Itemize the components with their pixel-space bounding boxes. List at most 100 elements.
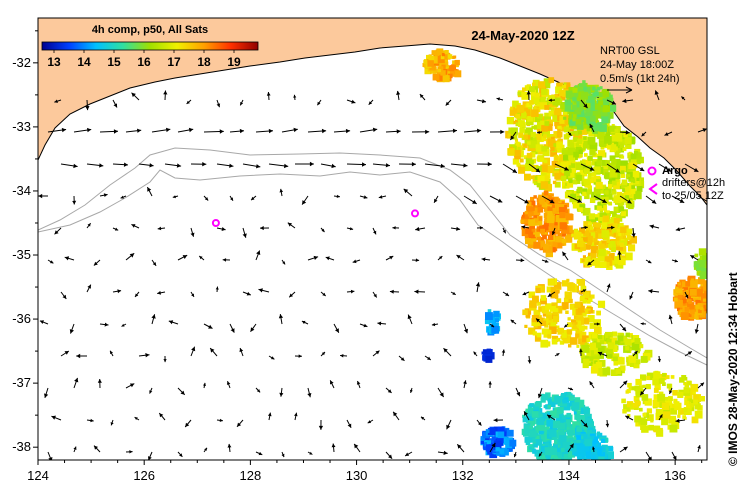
sst-pixel [557, 198, 560, 201]
sst-pixel [568, 155, 573, 160]
sst-pixel [589, 213, 595, 219]
sst-pixel [686, 404, 690, 408]
sst-pixel [432, 50, 437, 55]
sst-pixel [626, 390, 629, 393]
sst-pixel [622, 409, 626, 413]
sst-pixel [509, 440, 516, 447]
sst-pixel [557, 407, 563, 413]
sst-pixel [599, 249, 606, 256]
sst-pixel [529, 86, 535, 92]
sst-pixel [547, 334, 551, 338]
sst-pixel [547, 211, 552, 216]
sst-pixel [573, 152, 579, 158]
sst-pixel [620, 144, 624, 148]
sst-pixel [530, 430, 537, 437]
sst-pixel [553, 181, 556, 184]
sst-pixel [588, 137, 596, 145]
sst-pixel [633, 403, 638, 408]
sst-pixel [568, 430, 574, 436]
sst-pixel [481, 441, 484, 444]
sst-pixel [550, 147, 554, 151]
sst-pixel [601, 439, 605, 443]
sst-pixel [707, 258, 715, 266]
sst-pixel [707, 298, 713, 304]
sst-pixel [562, 333, 567, 338]
sst-pixel [620, 243, 624, 247]
sst-pixel [586, 338, 590, 342]
sst-pixel [540, 157, 544, 161]
sst-pixel [569, 395, 574, 400]
sst-pixel [492, 437, 496, 441]
sst-pixel [529, 426, 533, 430]
sst-pixel [532, 450, 536, 454]
sst-pixel [608, 202, 612, 206]
sst-pixel [563, 117, 566, 120]
sst-pixel [550, 410, 556, 416]
sst-pixel [581, 92, 588, 99]
y-tick-label: -37 [12, 375, 31, 390]
sst-pixel [632, 386, 636, 390]
x-tick-label: 132 [452, 468, 474, 483]
sst-pixel [570, 304, 575, 309]
sst-pixel [615, 134, 623, 142]
sst-pixel [572, 118, 575, 121]
sst-pixel [641, 419, 647, 425]
sst-pixel [570, 426, 573, 429]
sst-pixel [625, 137, 632, 144]
sst-pixel [455, 60, 460, 65]
sst-pixel [572, 105, 578, 111]
sst-pixel [622, 180, 628, 186]
sst-pixel [493, 311, 500, 318]
sst-pixel [575, 333, 579, 337]
sst-pixel [593, 238, 597, 242]
sst-pixel [532, 83, 536, 87]
sst-pixel [529, 300, 537, 308]
sst-pixel [618, 258, 626, 266]
sst-pixel [518, 167, 525, 174]
y-tick-label: -38 [12, 439, 31, 454]
sst-pixel [556, 290, 560, 294]
sst-pixel [600, 261, 607, 268]
sst-pixel [592, 333, 597, 338]
sst-pixel [525, 238, 531, 244]
sst-pixel [529, 403, 533, 407]
sst-pixel [556, 298, 561, 303]
sst-pixel [567, 283, 575, 291]
sst-pixel [633, 171, 639, 177]
sst-pixel [541, 146, 547, 152]
sst-pixel [495, 318, 499, 322]
sst-pixel [621, 399, 626, 404]
sst-pixel [619, 206, 625, 212]
sst-pixel [707, 296, 711, 300]
sst-pixel [518, 120, 525, 127]
sst-pixel [524, 174, 531, 181]
sst-pixel [703, 299, 706, 302]
sst-pixel [565, 235, 572, 242]
sst-pixel [577, 426, 583, 432]
sst-pixel [529, 100, 534, 105]
sst-pixel [639, 408, 643, 412]
sst-pixel [608, 184, 613, 189]
sst-pixel [562, 84, 566, 88]
sst-pixel [538, 81, 545, 88]
sst-pixel [561, 448, 565, 452]
y-tick-label: -36 [12, 311, 31, 326]
sst-pixel [560, 222, 567, 229]
sst-pixel [687, 381, 692, 386]
sst-pixel [577, 187, 582, 192]
sst-pixel [498, 432, 505, 439]
sst-pixel [561, 176, 566, 181]
sst-pixel [596, 311, 601, 316]
colorbar-tick-label: 13 [47, 55, 61, 69]
sst-pixel [548, 235, 553, 240]
sst-pixel [587, 430, 591, 434]
sst-pixel [628, 244, 635, 251]
y-tick-label: -35 [12, 247, 31, 262]
sst-pixel [443, 75, 450, 82]
sst-pixel [613, 211, 617, 215]
x-tick-label: 136 [664, 468, 686, 483]
sst-pixel [625, 253, 633, 261]
sst-pixel [596, 228, 601, 233]
sst-pixel [558, 455, 562, 459]
